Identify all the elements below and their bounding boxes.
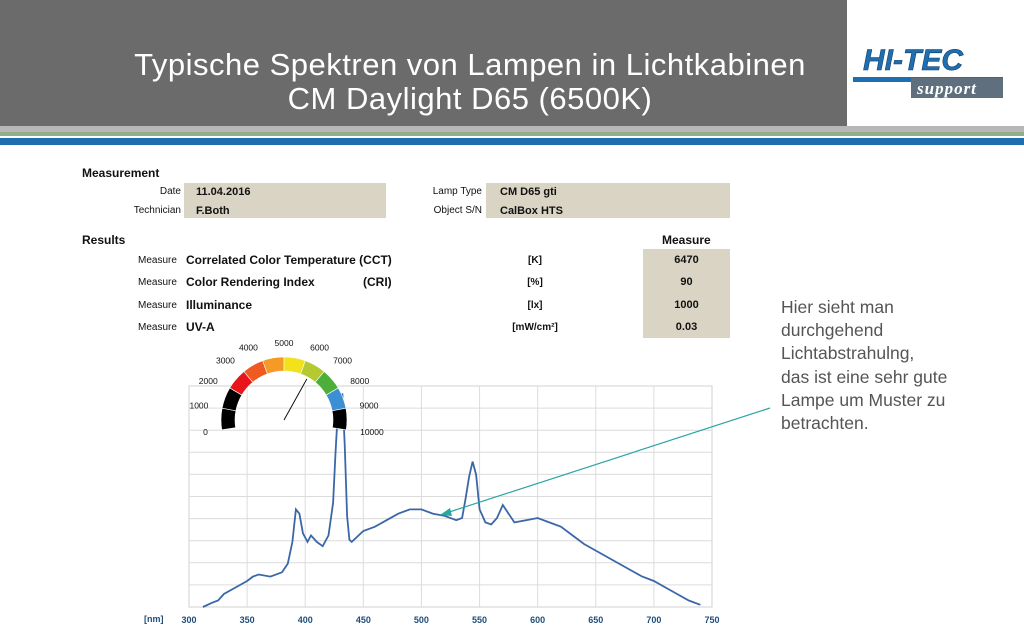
object-sn-value: CalBox HTS	[500, 205, 563, 217]
object-sn-label: Object S/N	[433, 205, 482, 216]
gauge-tick-label: 4000	[239, 343, 258, 353]
gauge-tick-label: 10000	[360, 427, 384, 437]
result-prefix: Measure	[138, 255, 177, 266]
result-name: Illuminance	[186, 298, 253, 312]
results-heading: Results	[82, 233, 126, 247]
gauge-tick-label: 0	[203, 427, 208, 437]
result-prefix: Measure	[138, 300, 177, 311]
result-unit: [K]	[528, 255, 542, 266]
slide-subtitle: CM Daylight D65 (6500K)	[287, 81, 653, 116]
x-tick-label: 300	[181, 615, 196, 625]
divider-blue	[0, 138, 1024, 145]
date-cell	[184, 183, 386, 201]
result-unit: [%]	[527, 277, 543, 288]
x-tick-label: 700	[646, 615, 661, 625]
lamp-type-label: Lamp Type	[432, 186, 482, 197]
technician-value: F.Both	[196, 205, 230, 217]
divider-green	[0, 132, 1024, 136]
logo-text-top: HI-TEC	[863, 44, 964, 77]
result-value: 0.03	[675, 321, 698, 333]
x-tick-label: 500	[414, 615, 429, 625]
x-tick-label: 400	[298, 615, 313, 625]
lamp-type-value: CM D65 gti	[500, 186, 557, 198]
x-tick-labels: 300 350 400 450 500 550 600 650 700 750	[181, 615, 719, 625]
result-value: 1000	[674, 299, 699, 311]
gauge-needle	[283, 378, 308, 421]
spectrum-series-line	[202, 393, 701, 608]
result-prefix: Measure	[138, 322, 177, 333]
gauge-tick-label: 5000	[275, 338, 294, 348]
annotation-line: das ist eine sehr gute	[781, 366, 948, 387]
date-value: 11.04.2016	[196, 186, 251, 198]
result-unit: [mW/cm²]	[512, 322, 558, 333]
result-abbr: (CRI)	[363, 275, 392, 289]
result-name: Correlated Color Temperature (CCT)	[186, 253, 392, 267]
annotation-arrow-head	[440, 508, 452, 516]
object-sn-cell	[486, 201, 730, 218]
gauge-tick-label: 6000	[310, 343, 329, 353]
annotation-arrow-line	[439, 407, 771, 516]
cct-gauge: 0 1000 2000 3000 4000 5000 6000 7000 8000 9000 100…	[189, 338, 384, 437]
x-tick-label: 650	[588, 615, 603, 625]
x-axis-label: [nm]	[144, 614, 164, 624]
gauge-tick-label: 3000	[216, 356, 235, 366]
gauge-tick-label: 7000	[333, 356, 352, 366]
x-tick-label: 550	[472, 615, 487, 625]
annotation-line: durchgehend	[781, 320, 884, 341]
result-prefix: Measure	[138, 277, 177, 288]
slide-header	[0, 0, 847, 126]
annotation-line: Lampe um Muster zu	[781, 389, 946, 410]
measure-column-header: Measure	[662, 233, 711, 247]
slide-title: Typische Spektren von Lampen in Lichtkab…	[134, 47, 806, 82]
gauge-tick-label: 1000	[189, 401, 208, 411]
gauge-tick-label: 2000	[199, 376, 218, 386]
gauge-segment	[331, 407, 348, 431]
annotation-line: betrachten.	[781, 413, 869, 434]
gauge-tick-label: 8000	[350, 376, 369, 386]
gauge-segment	[220, 407, 237, 431]
hitec-logo: HI-TEC support	[853, 44, 1003, 98]
results-value-cell	[643, 249, 730, 338]
x-tick-label: 450	[356, 615, 371, 625]
result-name: UV-A	[186, 320, 215, 334]
annotation-line: Lichtabstrahulng,	[781, 343, 915, 364]
x-tick-label: 350	[240, 615, 255, 625]
technician-label: Technician	[133, 205, 181, 216]
result-unit: [lx]	[527, 300, 543, 311]
x-tick-label: 600	[530, 615, 545, 625]
annotation-line: Hier sieht man	[781, 297, 894, 317]
result-name: Color Rendering Index	[186, 275, 315, 289]
measurement-heading: Measurement	[82, 166, 160, 180]
x-tick-label: 750	[704, 615, 719, 625]
chart-grid	[188, 385, 713, 608]
divider-gray	[0, 126, 1024, 132]
annotation-text: Hier sieht man durchgehend Lichtabstrahu…	[781, 296, 947, 435]
result-value: 90	[680, 276, 693, 288]
logo-text-bottom: support	[916, 79, 977, 98]
technician-cell	[184, 201, 386, 218]
gauge-tick-label: 9000	[360, 401, 379, 411]
result-value: 6470	[674, 254, 699, 266]
logo-area: HI-TEC support	[847, 0, 1024, 126]
date-label: Date	[159, 186, 181, 197]
lamp-type-cell	[486, 183, 730, 201]
